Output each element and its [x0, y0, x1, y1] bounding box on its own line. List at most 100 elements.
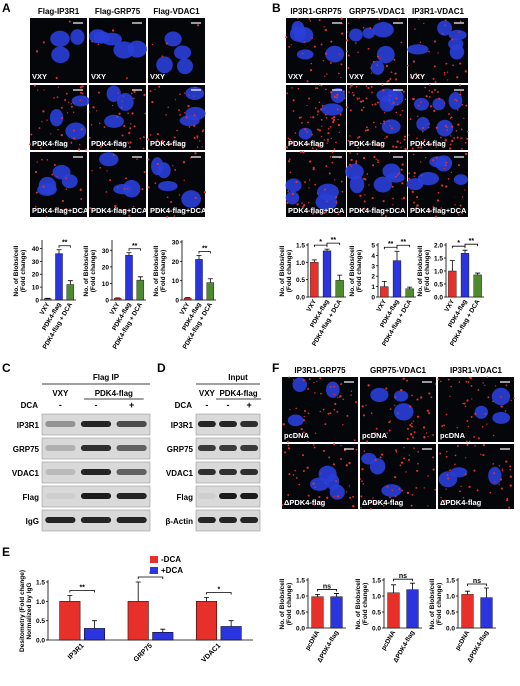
significance-bracket — [383, 246, 398, 250]
row-label: VXY — [349, 72, 364, 81]
blob — [72, 111, 75, 114]
blob — [111, 29, 115, 32]
blob — [509, 468, 512, 471]
blob — [106, 170, 108, 172]
blob — [417, 146, 420, 149]
blob — [350, 158, 353, 162]
blob — [417, 74, 420, 77]
blob — [332, 116, 336, 119]
significance: * — [319, 239, 322, 246]
blob — [142, 147, 145, 150]
blob — [118, 112, 121, 115]
blob — [449, 147, 452, 150]
blob — [310, 62, 313, 65]
blob — [456, 427, 458, 429]
blob — [202, 129, 205, 131]
blob — [428, 50, 430, 53]
blob — [330, 40, 333, 43]
blob — [413, 447, 415, 449]
blob — [509, 475, 513, 478]
blob — [327, 132, 330, 135]
blob — [183, 92, 186, 94]
blob — [293, 143, 296, 145]
blob — [411, 394, 413, 397]
column-header: Flag-GRP75 — [95, 7, 141, 16]
y-tick-label: 1.0 — [446, 594, 455, 601]
blob — [401, 489, 404, 492]
row-label: PDK4-flag — [410, 139, 446, 148]
blob — [372, 497, 374, 499]
blob — [388, 99, 391, 101]
bar — [387, 592, 400, 629]
blob — [203, 191, 206, 194]
panel-label: F — [272, 361, 279, 375]
row-label: PDK4-flag — [349, 139, 385, 148]
row-label: PDK4-flag — [32, 139, 68, 148]
blob — [444, 24, 447, 27]
bar — [310, 262, 319, 298]
blob — [468, 376, 470, 379]
blob — [409, 433, 413, 436]
error-bar — [126, 252, 132, 256]
blob — [332, 118, 336, 122]
blob — [443, 74, 446, 76]
y-tick-label: 20 — [172, 259, 180, 266]
blob — [337, 123, 341, 127]
blob — [366, 128, 370, 132]
blob — [297, 87, 300, 90]
blob — [409, 405, 412, 408]
blob — [29, 143, 32, 146]
blob — [317, 145, 320, 148]
blob — [500, 405, 503, 408]
blob — [144, 112, 147, 115]
blob — [38, 127, 41, 129]
blob — [433, 65, 436, 68]
blob — [394, 175, 397, 178]
band — [240, 421, 259, 427]
nucleus — [181, 190, 201, 208]
blob — [194, 196, 197, 200]
nucleus — [296, 49, 314, 60]
blob — [65, 207, 68, 210]
blob — [318, 101, 321, 104]
blob — [320, 135, 323, 138]
nucleus — [370, 60, 385, 75]
bar — [406, 589, 419, 629]
error-bar — [465, 590, 470, 595]
blob — [303, 204, 306, 207]
blob — [400, 146, 402, 149]
row-label: PDK4-flag — [91, 139, 127, 148]
blob — [303, 410, 306, 413]
blob — [461, 148, 463, 150]
row-label: ΔPDK4-flag — [362, 498, 404, 507]
blob — [302, 379, 305, 382]
blob — [324, 52, 328, 55]
blob — [288, 376, 291, 378]
blob — [375, 427, 378, 430]
bar — [55, 253, 63, 301]
nucleus — [413, 97, 429, 111]
error-bar — [475, 272, 481, 275]
blob — [396, 140, 399, 143]
blob — [127, 141, 129, 143]
blob — [403, 138, 406, 141]
blob — [292, 110, 295, 112]
blot-row-label: IP3R1 — [17, 421, 40, 430]
error-bar — [204, 597, 210, 602]
y-tick-label: 20 — [102, 264, 110, 271]
blob — [381, 84, 384, 86]
blob — [341, 22, 344, 25]
blob — [470, 416, 473, 418]
blob — [474, 412, 477, 416]
y-tick-label: 1.5 — [36, 580, 45, 587]
blob — [350, 165, 353, 167]
blob — [425, 432, 428, 434]
blob — [357, 51, 359, 54]
blob — [466, 399, 469, 402]
significance-bracket — [464, 243, 479, 247]
blob — [428, 123, 430, 125]
blob — [425, 157, 427, 159]
blob — [459, 62, 462, 65]
blob — [439, 452, 442, 455]
blob — [340, 383, 343, 385]
